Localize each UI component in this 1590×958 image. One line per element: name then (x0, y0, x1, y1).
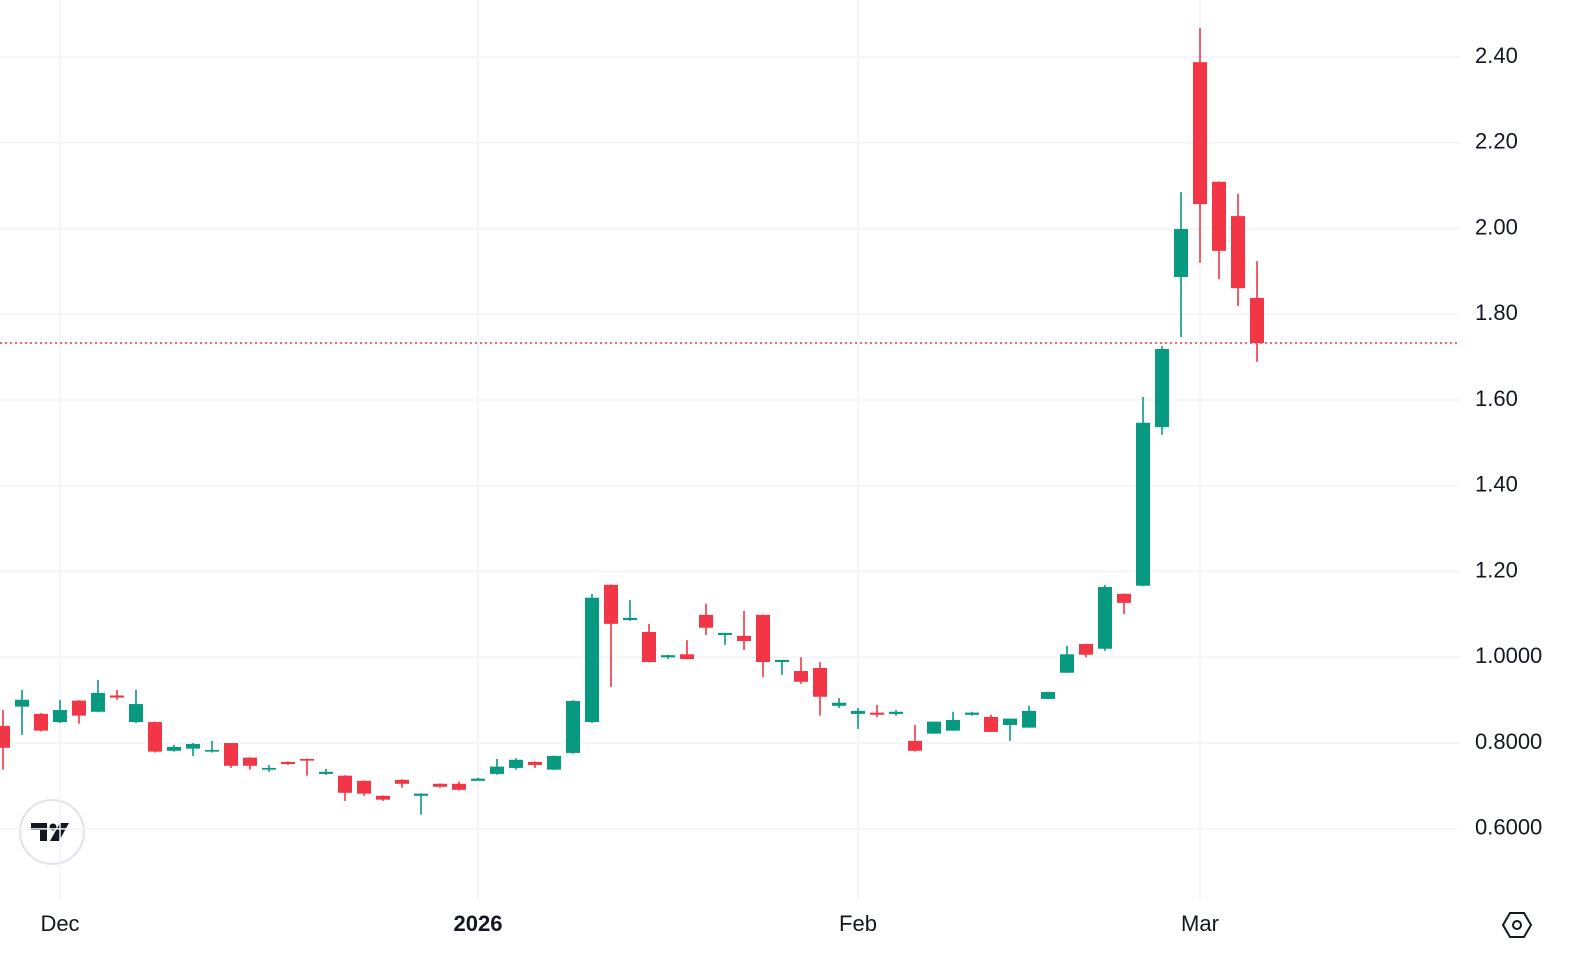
candle-body (870, 712, 884, 715)
candle-body (984, 716, 998, 732)
candle-body (148, 722, 162, 752)
logo-mark (31, 823, 47, 841)
candle-body (224, 743, 238, 766)
candle-body (547, 755, 561, 770)
candle-body (642, 632, 656, 663)
candle-body (813, 668, 827, 697)
candle-body (585, 597, 599, 723)
y-tick-label: 1.60 (1475, 386, 1518, 411)
candle-body (110, 695, 124, 698)
candle-body (243, 757, 257, 766)
candle-body (699, 614, 713, 628)
y-tick-label: 2.00 (1475, 214, 1518, 239)
y-tick-label: 1.0000 (1475, 643, 1542, 668)
candle-body (680, 654, 694, 660)
candle-body (15, 699, 29, 707)
candle-body (319, 771, 333, 774)
candle-body (1117, 593, 1131, 603)
candle-body (395, 779, 409, 784)
tradingview-logo (19, 799, 85, 865)
candle-body (338, 775, 352, 793)
candle-body (528, 761, 542, 765)
y-tick-label: 2.40 (1475, 43, 1518, 68)
y-tick-label: 2.20 (1475, 129, 1518, 154)
candle-body (604, 584, 618, 624)
candle-body (281, 761, 295, 765)
candle-body (661, 655, 675, 658)
candle-body (851, 710, 865, 714)
candle-body (908, 740, 922, 751)
candle-body (471, 778, 485, 781)
x-tick-label: Feb (839, 911, 877, 936)
candle-body (53, 710, 67, 723)
candle-body (1193, 62, 1207, 205)
candle-body (509, 759, 523, 768)
candle-body (889, 711, 903, 714)
candle-body (566, 701, 580, 753)
candle-body (1003, 718, 1017, 726)
candle-body (129, 704, 143, 723)
candle-body (1136, 422, 1150, 586)
candle-body (965, 712, 979, 715)
candle-body (205, 749, 219, 752)
candle-body (1250, 297, 1264, 344)
candle-body (433, 783, 447, 787)
settings-dot[interactable] (1512, 920, 1522, 930)
y-tick-label: 1.40 (1475, 472, 1518, 497)
candle-body (0, 725, 10, 748)
candle-body (1212, 181, 1226, 251)
candle-body (262, 767, 276, 770)
plot: 0.6000 0.8000 1.0000 1.20 1.40 1.60 1.80 2.00 2.… (0, 0, 1542, 936)
candle-body (794, 671, 808, 682)
candle-body (452, 783, 466, 790)
candle-body (186, 743, 200, 749)
candle-body (414, 793, 428, 796)
candle-body (946, 719, 960, 731)
x-tick-label: Dec (40, 911, 79, 936)
candle-body (737, 635, 751, 642)
y-tick-label: 0.6000 (1475, 815, 1542, 840)
candle-body (1098, 586, 1112, 649)
candle-body (34, 713, 48, 731)
candle-body (1041, 692, 1055, 699)
candle-body (832, 702, 846, 706)
logo-badge (19, 799, 85, 865)
candle-body (756, 614, 770, 663)
candle-body (1060, 654, 1074, 673)
candle-body (91, 692, 105, 712)
candle-body (376, 795, 390, 800)
x-tick-label: Mar (1181, 911, 1219, 936)
candle-body (167, 746, 181, 751)
candle-body (300, 758, 314, 761)
candle-body (1231, 216, 1245, 289)
candle-body (357, 780, 371, 794)
candle-body (490, 766, 504, 774)
candle-body (623, 617, 637, 621)
candle-body (1155, 349, 1169, 428)
y-tick-label: 1.80 (1475, 300, 1518, 325)
candle-body (1079, 644, 1093, 655)
candle-body (1022, 710, 1036, 728)
candle-body (72, 700, 86, 716)
candle-body (718, 632, 732, 636)
y-tick-label: 0.8000 (1475, 729, 1542, 754)
x-tick-label: 2026 (454, 911, 503, 936)
candle-body (1174, 228, 1188, 277)
candle-body (775, 659, 789, 663)
settings-icon[interactable] (1501, 912, 1533, 938)
y-tick-label: 1.20 (1475, 557, 1518, 582)
settings-hexagon[interactable] (1501, 912, 1533, 938)
candle-body (927, 721, 941, 734)
